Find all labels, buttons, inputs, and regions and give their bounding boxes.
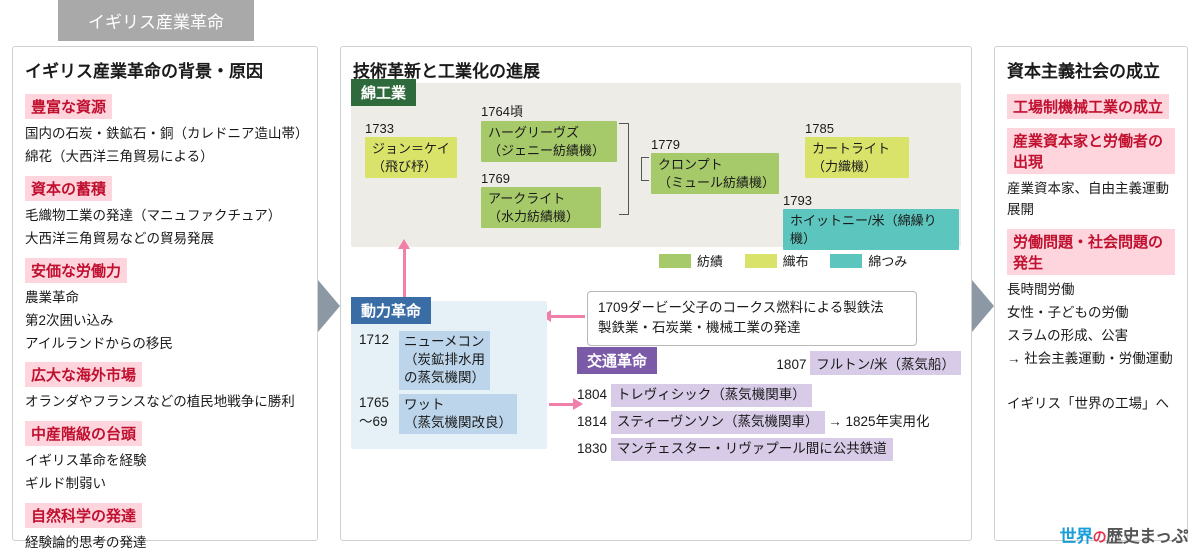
arrow-tech-to-capitalism [972,280,994,332]
capitalism-title: 資本主義社会の成立 [1007,57,1175,82]
invention-node: 1785カートライト （力織機） [805,121,909,178]
section-header: 豊富な資源 [25,94,112,119]
bracket-left-icon [641,157,649,181]
body-line: オランダやフランスなどの植民地戦争に勝利 [25,392,305,413]
iron-note-box: 1709ダービー父子のコークス燃料による製鉄法 製鉄業・石炭業・機械工業の発達 [587,291,917,346]
body-line: ギルド制弱い [25,474,305,495]
invention-node: 1769アークライト （水力紡績機） [481,171,601,228]
arrow-causes-to-tech [318,280,340,332]
invention-node: 1764頃ハーグリーヴズ （ジェニー紡績機） [481,101,617,162]
power-item: 1712ニューメコン （炭鉱排水用 の蒸気機関） [359,331,539,390]
capitalism-panel: 資本主義社会の成立 工場制機械工業の成立産業資本家と労働者の出現産業資本家、自由… [994,46,1188,541]
causes-title: イギリス産業革命の背景・原因 [25,57,305,82]
body-line: → 社会主義運動・労働運動 [1007,349,1175,370]
transport-item: 1830 マンチェスター・リヴァプール間に公共鉄道 [577,438,961,461]
body-line: 毛織物工業の発達（マニュファクチュア） [25,206,305,227]
power-revolution-box: 動力革命 1712ニューメコン （炭鉱排水用 の蒸気機関）1765 〜69ワット… [351,301,547,449]
body-line: 長時間労働 [1007,280,1175,301]
technology-title: 技術革新と工業化の進展 [353,57,959,82]
main-title-tab: イギリス産業革命 [58,0,254,41]
iron-note-line: 製鉄業・石炭業・機械工業の発達 [598,318,906,338]
section-header: 資本の蓄積 [25,176,112,201]
transport-item: 1804 トレヴィシック（蒸気機関車） [577,384,961,407]
body-line: 第2次囲い込み [25,311,305,332]
cotton-header: 綿工業 [351,79,416,106]
section-header: 自然科学の発達 [25,503,142,528]
transport-revolution-box: 交通革命 1807 フルトン/米（蒸気船） 1804 トレヴィシック（蒸気機関車… [577,351,961,481]
body-line: アイルランドからの移民 [25,334,305,355]
arrow-note-to-power [549,315,585,318]
legend-gin: 綿つみ [868,251,907,270]
body-line: 国内の石炭・鉄鉱石・銅（カレドニア造山帯） [25,124,305,145]
section-header: 労働問題・社会問題の発生 [1007,229,1175,275]
cotton-legend: 紡績 織布 綿つみ [641,251,907,270]
technology-panel: 技術革新と工業化の進展 綿工業 1733ジョン＝ケイ （飛び杼）1764頃ハーグ… [340,46,972,541]
invention-node: 1793ホイットニー/米（綿繰り機） [783,193,959,250]
arrow-power-to-cotton [403,247,406,303]
causes-panel: イギリス産業革命の背景・原因 豊富な資源国内の石炭・鉄鉱石・銅（カレドニア造山帯… [12,46,318,541]
transport-header: 交通革命 [577,347,657,374]
iron-note-line: 1709ダービー父子のコークス燃料による製鉄法 [598,298,906,318]
section-header: 広大な海外市場 [25,362,142,387]
body-line: イギリス革命を経験 [25,451,305,472]
diagram-root: イギリス産業革命 イギリス産業革命の背景・原因 豊富な資源国内の石炭・鉄鉱石・銅… [0,0,1200,549]
cotton-industry-box: 綿工業 1733ジョン＝ケイ （飛び杼）1764頃ハーグリーヴズ （ジェニー紡績… [351,83,961,247]
section-header: 産業資本家と労働者の出現 [1007,128,1175,174]
body-line: 経験論的思考の発達 [25,533,305,554]
legend-spin: 紡績 [697,251,723,270]
bracket-icon [619,123,629,215]
body-line: 綿花（大西洋三角貿易による） [25,147,305,168]
arrow-power-to-transport [549,403,575,406]
power-header: 動力革命 [351,297,431,324]
transport-item: 1807 フルトン/米（蒸気船） [776,351,961,375]
body-line: スラムの形成、公害 [1007,326,1175,347]
legend-weave: 織布 [783,251,809,270]
invention-node: 1779クロンプト （ミュール紡績機） [651,137,779,194]
power-item: 1765 〜69ワット （蒸気機関改良） [359,394,539,434]
transport-item: 1814 スティーヴンソン（蒸気機関車） → 1825年実用化 [577,411,961,434]
body-line: 農業革命 [25,288,305,309]
world-factory-line: イギリス「世界の工場」へ [1007,394,1175,415]
invention-node: 1733ジョン＝ケイ （飛び杼） [365,121,457,178]
body-line: 女性・子どもの労働 [1007,303,1175,324]
body-line: 産業資本家、自由主義運動展開 [1007,179,1175,221]
section-header: 中産階級の台頭 [25,421,142,446]
site-logo: 世界の歴史まっぷ [1060,522,1188,547]
section-header: 工場制機械工業の成立 [1007,94,1169,119]
section-header: 安価な労働力 [25,258,127,283]
body-line: 大西洋三角貿易などの貿易発展 [25,229,305,250]
